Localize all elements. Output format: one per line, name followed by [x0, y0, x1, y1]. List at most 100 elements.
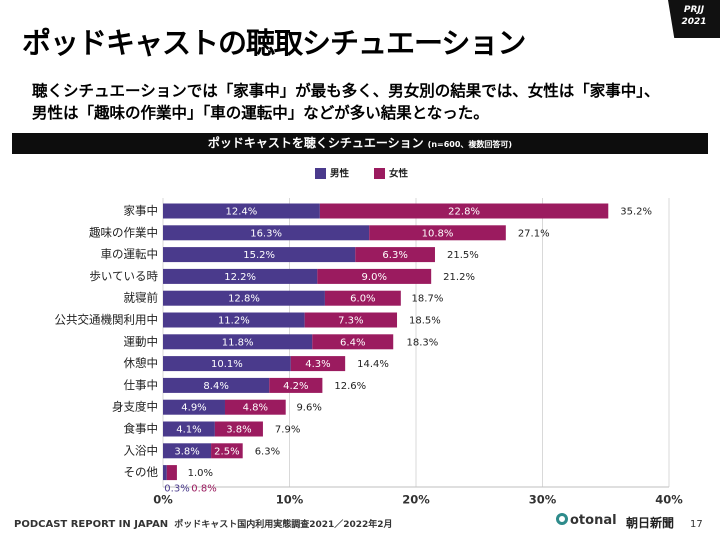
value-label: 16.3% [250, 228, 282, 239]
value-label: 4.9% [181, 403, 206, 414]
value-label: 4.3% [305, 359, 330, 370]
category-label: 家事中 [124, 204, 159, 218]
bar-segment [324, 290, 401, 306]
category-label: 公共交通機関利用中 [55, 313, 159, 327]
bar-segment [163, 399, 225, 415]
value-label: 4.1% [176, 425, 201, 436]
value-label: 22.8% [448, 207, 480, 218]
category-label: 身支度中 [112, 400, 158, 414]
bar-segment [163, 421, 215, 437]
legend-swatch [374, 168, 385, 179]
value-label: 6.3% [382, 250, 407, 261]
value-label: 4.8% [243, 403, 268, 414]
value-label: 15.2% [243, 250, 275, 261]
bar-segment [312, 334, 394, 350]
value-label: 11.8% [222, 337, 254, 348]
value-label: 8.4% [203, 381, 228, 392]
category-label: 運動中 [124, 334, 159, 348]
bar-segment [163, 334, 313, 350]
x-tick-label: 0% [153, 493, 173, 507]
page-number: 17 [690, 519, 703, 530]
bar-segment [163, 268, 318, 284]
bar-segment [163, 225, 370, 241]
badge-text: PRJJ [683, 5, 705, 15]
category-label: 仕事中 [124, 378, 159, 392]
x-tick-label: 10% [276, 493, 304, 507]
category-label: 趣味の作業中 [89, 225, 158, 239]
value-label: 10.1% [211, 359, 243, 370]
bar-segment [369, 225, 506, 241]
total-label: 27.1% [518, 228, 550, 239]
total-label: 21.5% [447, 250, 479, 261]
total-label: 12.6% [334, 381, 366, 392]
bar-segment [163, 443, 212, 459]
category-label: その他 [124, 465, 159, 479]
bar-segment [317, 268, 432, 284]
total-label: 18.3% [406, 337, 438, 348]
bar-segment [163, 465, 167, 481]
value-label: 10.8% [422, 228, 454, 239]
bar-segment [304, 312, 398, 328]
footer-report: PODCAST REPORT IN JAPAN [14, 519, 169, 530]
category-label: 休憩中 [124, 356, 159, 370]
bar-segment [163, 356, 291, 372]
value-label: 0.3% [164, 484, 189, 495]
badge: PRJJ 2021 [668, 0, 720, 38]
total-label: 18.5% [409, 316, 441, 327]
chart-title-bar: ポッドキャストを聴くシチュエーション (n=600、複数回答可) [12, 133, 708, 154]
legend-label: 女性 [389, 168, 409, 180]
total-label: 18.7% [412, 294, 444, 305]
footer: PODCAST REPORT IN JAPAN ポッドキャスト国内利用実態調査20… [14, 517, 393, 530]
value-label: 2.5% [214, 446, 239, 457]
bar-segment [214, 421, 263, 437]
category-label: 就寝前 [124, 291, 159, 305]
bar-segment [163, 377, 270, 393]
value-label: 3.8% [174, 446, 199, 457]
bar-segment [163, 247, 356, 263]
chart-subtitle: (n=600、複数回答可) [427, 140, 513, 149]
value-label: 0.8% [191, 484, 216, 495]
value-label: 3.8% [226, 425, 251, 436]
category-label: 歩いている時 [89, 269, 158, 283]
value-label: 6.4% [340, 337, 365, 348]
value-label: 12.4% [226, 207, 258, 218]
bar-segment [269, 377, 323, 393]
bar-segment [163, 312, 305, 328]
total-label: 6.3% [255, 446, 280, 457]
x-tick-label: 20% [402, 493, 430, 507]
total-label: 9.6% [296, 403, 321, 414]
badge-text: 2021 [681, 17, 707, 27]
bar-segment [163, 290, 325, 306]
x-tick-label: 40% [655, 493, 683, 507]
value-label: 4.2% [283, 381, 308, 392]
value-label: 12.2% [224, 272, 256, 283]
value-label: 6.0% [350, 294, 375, 305]
legend-swatch [315, 168, 326, 179]
slide-title: ポッドキャストの聴取シチュエーション [22, 26, 526, 60]
brand-logo: otonal [556, 513, 617, 528]
total-label: 7.9% [275, 425, 300, 436]
legend-label: 男性 [330, 168, 350, 180]
bar-segment [355, 247, 435, 263]
category-label: 入浴中 [124, 443, 159, 457]
bar-segment [224, 399, 286, 415]
logo-mark [556, 513, 568, 525]
chart-title: ポッドキャストを聴くシチュエーション [207, 136, 424, 150]
category-label: 車の運転中 [101, 247, 159, 261]
bar-segment [166, 465, 177, 481]
bar-segment [211, 443, 243, 459]
bar-segment [163, 203, 320, 219]
x-tick-label: 30% [529, 493, 557, 507]
value-label: 11.2% [218, 316, 250, 327]
lead-line: 男性は「趣味の作業中」「車の運転中」などが多い結果となった。 [32, 104, 489, 122]
value-label: 12.8% [228, 294, 260, 305]
lead-text: 聴くシチュエーションでは「家事中」が最も多く、男女別の結果では、女性は「家事中」… [32, 80, 659, 124]
total-label: 35.2% [620, 207, 652, 218]
bar-segment [319, 203, 609, 219]
total-label: 14.4% [357, 359, 389, 370]
value-label: 9.0% [362, 272, 387, 283]
value-label: 7.3% [338, 316, 363, 327]
total-label: 1.0% [188, 468, 213, 479]
